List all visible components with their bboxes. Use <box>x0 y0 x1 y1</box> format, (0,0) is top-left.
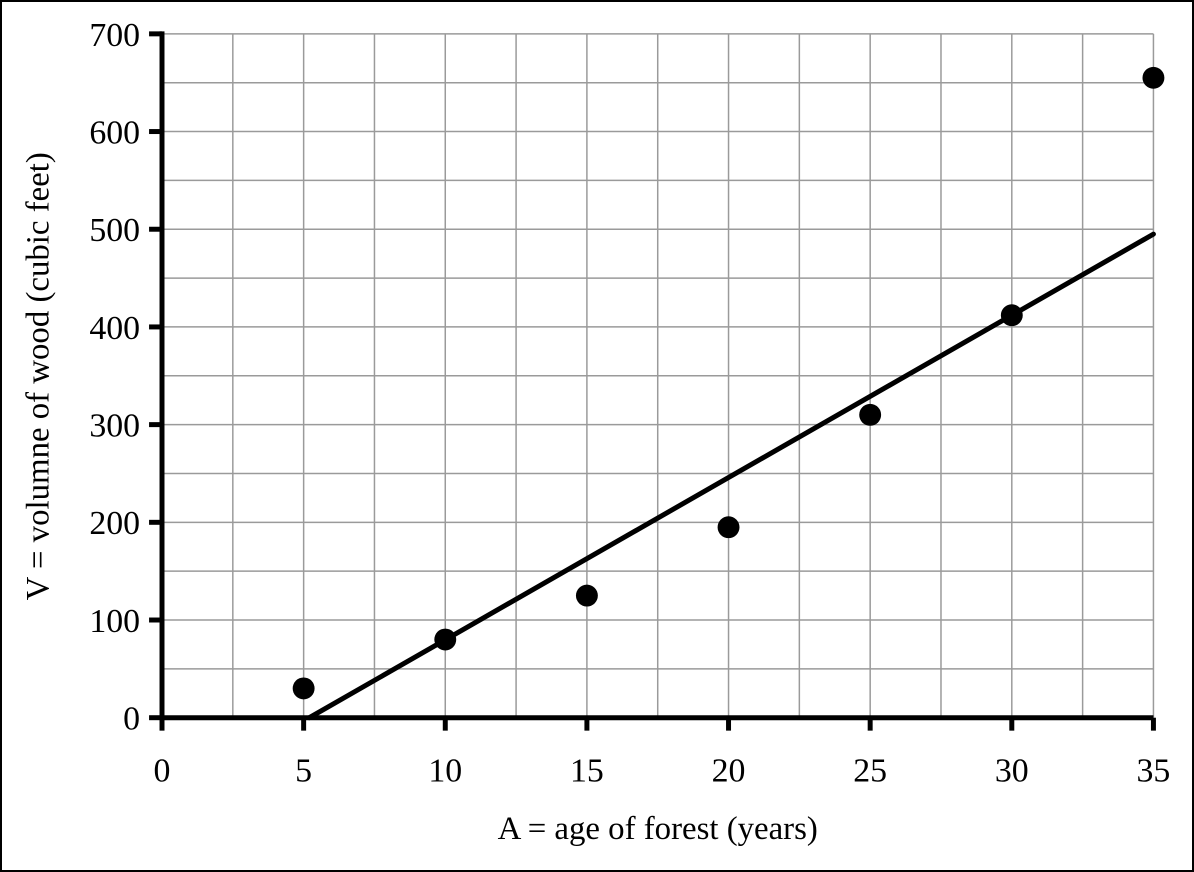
y-tick-label: 400 <box>89 310 140 347</box>
data-point <box>859 403 882 426</box>
x-tick-label: 25 <box>853 752 887 789</box>
y-tick-label: 700 <box>89 17 140 54</box>
data-point <box>434 628 457 651</box>
y-tick-label: 100 <box>89 603 140 640</box>
y-tick-label: 600 <box>89 114 140 151</box>
y-tick-label: 0 <box>123 701 140 738</box>
data-point <box>575 584 598 607</box>
x-axis-label: A = age of forest (years) <box>498 811 818 847</box>
data-point <box>292 677 315 700</box>
axes-layer <box>149 31 1156 731</box>
x-tick-label: 20 <box>712 752 746 789</box>
y-tick-label: 200 <box>89 505 140 542</box>
data-point <box>1142 66 1165 89</box>
x-tick-label: 0 <box>154 752 171 789</box>
x-tick-label: 15 <box>570 752 604 789</box>
points-layer <box>292 66 1165 700</box>
tick-labels-layer: 0 5 10 15 20 25 30 35 0 100 200 300 400 500 600 700 <box>89 17 1170 790</box>
x-tick-label: 10 <box>428 752 462 789</box>
x-tick-label: 30 <box>995 752 1029 789</box>
y-axis-label: V = volumne of wood (cubic feet) <box>21 152 57 600</box>
y-tick-label: 300 <box>89 408 140 445</box>
x-tick-label: 5 <box>295 752 312 789</box>
data-point <box>717 516 740 539</box>
data-point <box>1000 304 1023 327</box>
grid-layer <box>162 33 1155 718</box>
x-tick-label: 35 <box>1137 752 1171 789</box>
y-tick-label: 500 <box>89 212 140 249</box>
